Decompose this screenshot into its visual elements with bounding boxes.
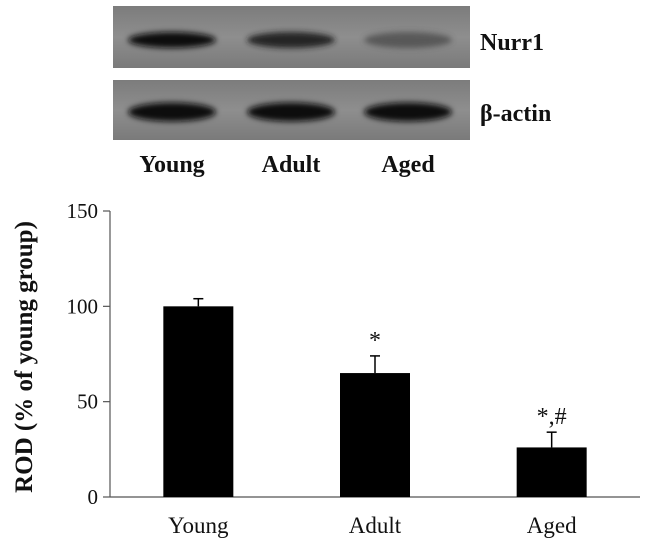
lane-label-young: Young	[139, 152, 204, 178]
blot-label-actin: β-actin	[480, 101, 551, 127]
blot-row-actin: β-actin	[113, 80, 551, 140]
error-bars	[193, 297, 557, 448]
bar-chart: ROD (% of young group) 0 50 100 150 * *,# Yo…	[11, 199, 640, 538]
bands-nurr1	[128, 32, 452, 48]
y-tick-label: 100	[67, 294, 99, 318]
lane-label-adult: Adult	[262, 152, 321, 178]
bar-adult	[340, 373, 410, 497]
significance-annotations: * *,#	[369, 328, 567, 430]
x-category-label: Young	[168, 513, 229, 538]
y-axis-label: ROD (% of young group)	[11, 221, 38, 493]
blot-lane-labels: Young Adult Aged	[139, 152, 435, 178]
y-tick-label: 50	[77, 390, 98, 414]
bands-actin	[128, 102, 452, 122]
bars	[163, 306, 587, 497]
bar-aged	[516, 447, 587, 497]
significance-mark: *	[369, 328, 381, 354]
blot-label-nurr1: Nurr1	[480, 30, 544, 56]
y-tick-label: 0	[88, 485, 99, 509]
blot-band	[364, 102, 452, 122]
y-tick-label: 150	[67, 199, 99, 223]
blot-row-nurr1: Nurr1	[113, 6, 544, 68]
x-category-label: Aged	[527, 513, 577, 538]
significance-mark: *,#	[537, 404, 567, 430]
x-category-label: Adult	[349, 513, 402, 538]
y-ticks: 0 50 100 150	[67, 199, 110, 509]
blot-band	[364, 32, 452, 48]
western-blot: Nurr1 β-actin Young Adult Aged	[113, 6, 551, 178]
blot-band	[128, 102, 216, 122]
blot-band	[247, 32, 335, 48]
bar-young	[163, 306, 234, 497]
blot-band	[247, 102, 335, 122]
lane-label-aged: Aged	[381, 152, 435, 178]
x-category-labels: Young Adult Aged	[168, 513, 577, 538]
blot-band	[128, 32, 216, 48]
